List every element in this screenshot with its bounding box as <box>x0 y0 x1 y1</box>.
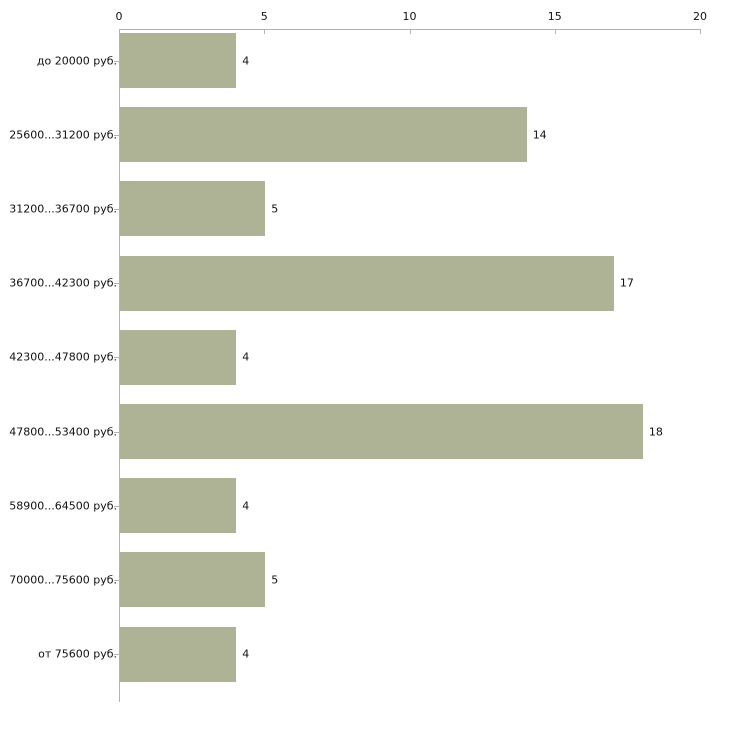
bar-value-label: 17 <box>619 276 634 290</box>
category-label: 36700...42300 руб. <box>9 276 117 290</box>
category-label: 42300...47800 руб. <box>9 350 117 364</box>
y-axis-tick <box>114 654 119 655</box>
bar[interactable] <box>120 181 266 237</box>
y-axis-tick <box>114 357 119 358</box>
x-axis-tick-label: 15 <box>547 10 562 23</box>
bar-value-label: 4 <box>242 499 250 513</box>
bar-value-label: 18 <box>648 425 663 438</box>
x-axis-tick <box>264 29 266 34</box>
bar[interactable] <box>120 255 614 311</box>
bar[interactable] <box>120 107 527 163</box>
bar[interactable] <box>120 552 266 608</box>
x-axis-tick <box>409 29 411 34</box>
x-axis-tick <box>554 29 556 34</box>
category-label: от 75600 руб. <box>38 647 117 661</box>
bar-value-label: 5 <box>271 573 279 587</box>
bar[interactable] <box>120 329 237 385</box>
y-axis-tick <box>114 61 119 62</box>
bar[interactable] <box>120 626 237 682</box>
bar-value-label: 4 <box>242 350 250 364</box>
x-axis-tick-label: 20 <box>693 10 707 23</box>
y-axis-tick <box>114 432 119 433</box>
bar-value-label: 4 <box>242 647 250 661</box>
y-axis-tick <box>114 209 119 210</box>
bar-value-label: 5 <box>271 202 279 216</box>
x-axis-tick-label: 10 <box>402 10 417 23</box>
y-axis-line <box>119 30 120 702</box>
x-axis-tick-label: 5 <box>260 10 268 23</box>
category-label: 70000...75600 руб. <box>9 573 117 587</box>
x-axis-tick-label: 0 <box>115 10 123 23</box>
y-axis-tick <box>114 283 119 284</box>
category-label: 25600...31200 руб. <box>9 128 117 142</box>
bar-value-label: 14 <box>532 128 547 142</box>
y-axis-tick <box>114 506 119 507</box>
bar[interactable] <box>120 478 237 534</box>
category-label: 31200...36700 руб. <box>9 202 117 216</box>
bar-value-label: 4 <box>242 54 250 67</box>
bar[interactable] <box>120 33 237 88</box>
category-label: 58900...64500 руб. <box>9 499 117 513</box>
y-axis-tick <box>114 135 119 136</box>
category-label: до 20000 руб. <box>36 54 117 67</box>
category-label: 47800...53400 руб. <box>9 425 117 438</box>
bar[interactable] <box>120 404 643 459</box>
x-axis-tick <box>700 29 701 34</box>
y-axis-tick <box>114 580 119 581</box>
